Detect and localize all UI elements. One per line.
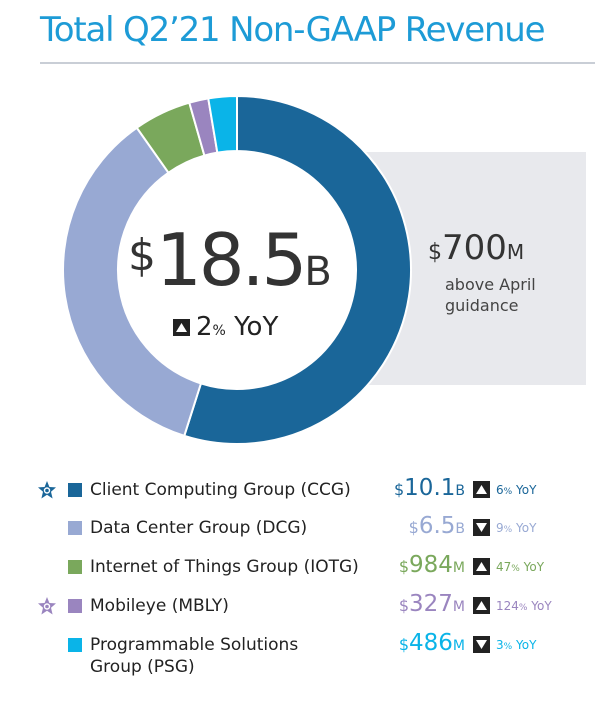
legend-yoy: 9% YoY — [496, 521, 536, 535]
guidance-currency: $ — [428, 240, 442, 265]
legend-label-line: Group (PSG) — [90, 657, 195, 677]
legend-value-currency: $ — [393, 480, 405, 499]
legend-swatch — [68, 599, 82, 613]
up-arrow-icon — [473, 558, 490, 575]
legend-yoy-number: 47 — [496, 560, 512, 574]
legend-value: $6.5B — [375, 513, 465, 539]
legend-row: Internet of Things Group (IOTG) $984M 47% … — [0, 552, 611, 585]
legend-value-number: 6.5 — [418, 513, 456, 539]
up-arrow-icon — [473, 597, 490, 614]
legend-yoy-label: YoY — [527, 599, 552, 613]
legend-yoy-number: 6 — [496, 483, 504, 497]
legend-yoy-percent: % — [518, 603, 528, 613]
guidance-unit: M — [506, 240, 525, 264]
legend-yoy-label: YoY — [512, 483, 537, 497]
legend-label: Internet of Things Group (IOTG) — [90, 557, 359, 577]
legend-value-currency: $ — [408, 518, 419, 537]
page-title: Total Q2’21 Non-GAAP Revenue — [40, 10, 546, 50]
legend-value-unit: B — [455, 483, 465, 499]
legend-value-number: 10.1 — [404, 475, 456, 501]
donut-slice-ccg — [183, 94, 412, 445]
legend-yoy-percent: % — [511, 564, 520, 574]
legend-yoy-percent: % — [503, 642, 513, 652]
legend-yoy: 124% YoY — [496, 599, 552, 613]
guidance-value: $700M — [428, 228, 524, 268]
legend-value: $984M — [375, 552, 465, 578]
legend-swatch — [68, 638, 82, 652]
legend-value-currency: $ — [398, 635, 409, 654]
guidance-number: 700 — [442, 228, 507, 268]
legend-value-unit: M — [452, 599, 465, 615]
legend-value-currency: $ — [398, 557, 409, 576]
legend-label-line: Programmable Solutions — [90, 635, 299, 655]
donut-slice-psg — [207, 94, 238, 154]
down-arrow-icon — [473, 519, 490, 536]
legend-value-currency: $ — [398, 596, 409, 615]
legend-value-number: 327 — [409, 591, 453, 617]
title-divider — [40, 62, 595, 64]
total-unit: B — [304, 249, 332, 295]
legend-swatch — [68, 521, 82, 535]
legend-yoy: 6% YoY — [496, 483, 536, 497]
total-yoy: 2% YoY — [173, 312, 278, 342]
legend-value: $486M — [375, 630, 465, 656]
legend-value-unit: B — [455, 521, 465, 537]
legend-value-number: 984 — [409, 552, 453, 578]
legend-yoy-label: YoY — [512, 638, 537, 652]
legend-row: Client Computing Group (CCG) $10.1B 6% YoY — [0, 475, 611, 508]
donut-slice-dcg — [62, 126, 203, 438]
total-currency: $ — [128, 230, 156, 281]
legend-yoy-label: YoY — [512, 521, 537, 535]
legend-yoy-number: 3 — [496, 638, 504, 652]
star-badge-icon — [37, 596, 57, 616]
legend-row: Programmable Solutions Group (PSG) $486M 3%… — [0, 630, 611, 677]
legend-value-number: 486 — [409, 630, 453, 656]
legend-value: $327M — [375, 591, 465, 617]
total-yoy-number: 2 — [196, 312, 213, 342]
legend-label: Programmable Solutions Group (PSG) — [90, 634, 298, 678]
legend-value-unit: M — [452, 638, 465, 654]
legend-yoy: 3% YoY — [496, 638, 536, 652]
legend-yoy-number: 124 — [496, 599, 519, 613]
legend-yoy-number: 9 — [496, 521, 504, 535]
legend-swatch — [68, 483, 82, 497]
legend-value: $10.1B — [375, 475, 465, 501]
legend-yoy: 47% YoY — [496, 560, 544, 574]
down-arrow-icon — [473, 636, 490, 653]
legend-value-unit: M — [452, 560, 465, 576]
legend-yoy-percent: % — [503, 487, 513, 497]
total-number: 18.5 — [156, 218, 307, 302]
total-yoy-percent: % — [212, 323, 226, 339]
legend-label: Data Center Group (DCG) — [90, 518, 308, 538]
legend-yoy-percent: % — [503, 525, 513, 535]
star-badge-icon — [37, 480, 57, 500]
legend-yoy-label: YoY — [519, 560, 545, 574]
total-yoy-label: YoY — [234, 312, 279, 342]
legend-row: Mobileye (MBLY) $327M 124% YoY — [0, 591, 611, 624]
legend-label: Mobileye (MBLY) — [90, 596, 229, 616]
legend-row: Data Center Group (DCG) $6.5B 9% YoY — [0, 513, 611, 546]
up-arrow-icon — [473, 481, 490, 498]
guidance-text: above April guidance — [445, 275, 536, 315]
up-arrow-icon — [173, 319, 190, 336]
legend-label: Client Computing Group (CCG) — [90, 480, 351, 500]
total-revenue: $18.5B — [128, 218, 348, 302]
legend-swatch — [68, 560, 82, 574]
